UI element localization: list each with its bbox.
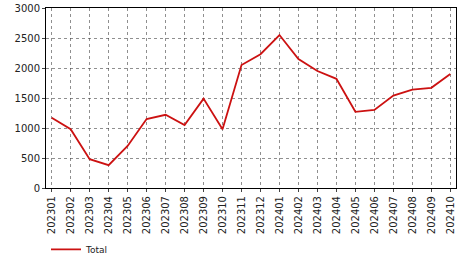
svg-text:202308: 202308 xyxy=(179,196,190,234)
svg-text:202410: 202410 xyxy=(445,196,456,234)
svg-text:0: 0 xyxy=(34,183,40,194)
svg-text:3000: 3000 xyxy=(15,3,40,14)
svg-text:1000: 1000 xyxy=(15,123,40,134)
svg-text:202407: 202407 xyxy=(388,196,399,234)
svg-text:202402: 202402 xyxy=(293,196,304,234)
svg-text:202406: 202406 xyxy=(369,196,380,234)
svg-text:202401: 202401 xyxy=(274,196,285,234)
svg-text:202311: 202311 xyxy=(236,196,247,234)
svg-text:202309: 202309 xyxy=(198,196,209,234)
svg-text:202305: 202305 xyxy=(122,196,133,234)
svg-text:1500: 1500 xyxy=(15,93,40,104)
svg-text:2000: 2000 xyxy=(15,63,40,74)
svg-text:202408: 202408 xyxy=(407,196,418,234)
svg-text:2500: 2500 xyxy=(15,33,40,44)
svg-text:202306: 202306 xyxy=(141,196,152,234)
svg-text:202403: 202403 xyxy=(312,196,323,234)
svg-text:202303: 202303 xyxy=(84,196,95,234)
svg-text:202307: 202307 xyxy=(160,196,171,234)
svg-text:Total: Total xyxy=(85,245,107,255)
svg-text:202301: 202301 xyxy=(46,196,57,234)
svg-text:202302: 202302 xyxy=(65,196,76,234)
svg-text:202310: 202310 xyxy=(217,196,228,234)
svg-text:202409: 202409 xyxy=(426,196,437,234)
svg-text:202304: 202304 xyxy=(103,196,114,234)
svg-text:500: 500 xyxy=(21,153,40,164)
svg-text:202405: 202405 xyxy=(350,196,361,234)
svg-text:202404: 202404 xyxy=(331,196,342,234)
svg-text:202312: 202312 xyxy=(255,196,266,234)
